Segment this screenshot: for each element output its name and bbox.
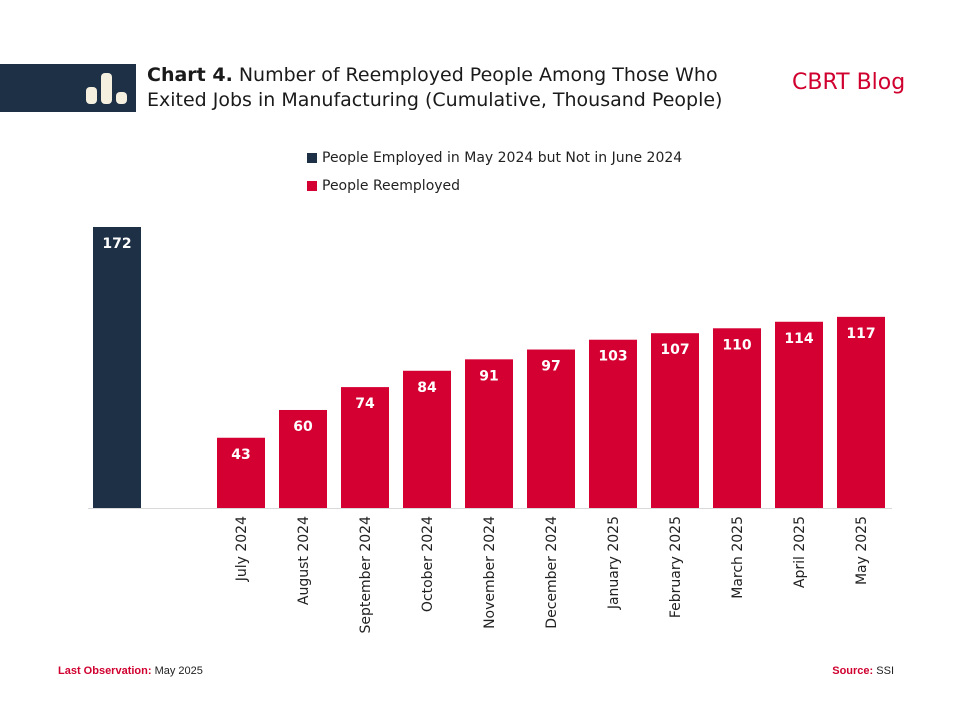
x-tick-label: August 2024 bbox=[296, 516, 312, 605]
x-tick-label: November 2024 bbox=[482, 516, 498, 629]
data-label: 114 bbox=[784, 331, 813, 347]
brand-label: CBRT Blog bbox=[792, 70, 906, 95]
source-value: SSI bbox=[876, 665, 894, 677]
data-label: 60 bbox=[293, 419, 313, 435]
bar-reemployed bbox=[279, 409, 327, 508]
bar-reemployed bbox=[527, 349, 575, 508]
x-tick-label: April 2025 bbox=[792, 516, 808, 588]
data-label: 97 bbox=[541, 359, 560, 375]
x-tick-label: February 2025 bbox=[668, 516, 684, 618]
bar-employed bbox=[93, 227, 141, 508]
source: Source: SSI bbox=[832, 665, 894, 677]
bar-reemployed bbox=[651, 333, 699, 508]
data-label: 91 bbox=[479, 368, 498, 384]
x-tick-label: January 2025 bbox=[606, 516, 622, 610]
x-tick-label: May 2025 bbox=[854, 516, 870, 585]
data-label: 172 bbox=[102, 236, 131, 252]
chart-title-text: Number of Reemployed People Among Those … bbox=[147, 64, 723, 111]
chart-number: Chart 4. bbox=[147, 64, 233, 86]
data-label: 107 bbox=[660, 342, 689, 358]
data-label: 103 bbox=[598, 349, 627, 365]
data-label: 84 bbox=[417, 380, 437, 396]
legend-swatch-red bbox=[307, 181, 317, 191]
x-tick-label: September 2024 bbox=[358, 516, 374, 634]
last-observation: Last Observation: May 2025 bbox=[58, 665, 203, 677]
data-label: 74 bbox=[355, 396, 375, 412]
x-tick-label: July 2024 bbox=[234, 516, 250, 582]
legend-item-employed: People Employed in May 2024 but Not in J… bbox=[307, 144, 682, 172]
legend-item-reemployed: People Reemployed bbox=[307, 172, 682, 200]
data-label: 43 bbox=[231, 447, 250, 463]
x-tick-label: March 2025 bbox=[730, 516, 746, 599]
bar-reemployed bbox=[589, 339, 637, 508]
bar-chart-icon bbox=[86, 73, 127, 104]
chart-title: Chart 4. Number of Reemployed People Amo… bbox=[147, 63, 777, 113]
source-label: Source: bbox=[832, 665, 874, 677]
x-tick-label: December 2024 bbox=[544, 516, 560, 629]
legend: People Employed in May 2024 but Not in J… bbox=[307, 144, 682, 200]
last-observation-value: May 2025 bbox=[154, 665, 203, 677]
legend-swatch-navy bbox=[307, 153, 317, 163]
header-band bbox=[0, 64, 136, 112]
bar-reemployed bbox=[775, 321, 823, 508]
data-label: 117 bbox=[846, 326, 875, 342]
bar-reemployed bbox=[341, 387, 389, 508]
legend-label: People Reemployed bbox=[322, 178, 461, 194]
bar-reemployed bbox=[837, 316, 885, 508]
bar-reemployed bbox=[403, 370, 451, 508]
x-tick-label: October 2024 bbox=[420, 516, 436, 612]
bar-reemployed bbox=[465, 359, 513, 508]
bar-reemployed bbox=[713, 328, 761, 508]
bar-reemployed bbox=[217, 437, 265, 508]
legend-label: People Employed in May 2024 but Not in J… bbox=[322, 150, 683, 166]
last-observation-label: Last Observation: bbox=[58, 665, 152, 677]
data-label: 110 bbox=[722, 337, 751, 353]
